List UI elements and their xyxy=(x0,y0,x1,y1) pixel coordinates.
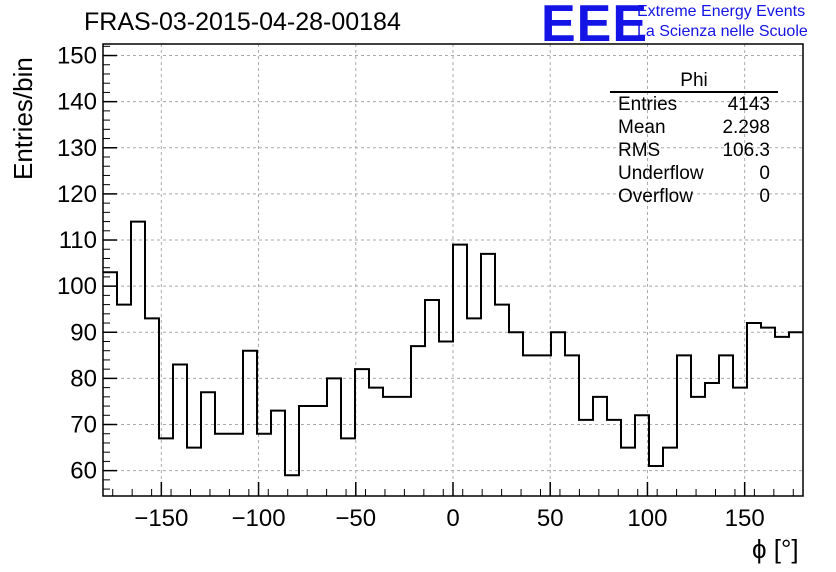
y-tick-label: 100 xyxy=(57,273,97,300)
stats-label: Entries xyxy=(618,94,678,115)
y-tick-label: 120 xyxy=(57,181,97,208)
logo-subtitle-1: Extreme Energy Events xyxy=(637,3,806,20)
y-tick-label: 130 xyxy=(57,135,97,162)
y-tick-label: 70 xyxy=(70,412,97,439)
y-tick-labels: 60 70 80 90 100 110 120 130 140 150 xyxy=(57,43,97,485)
stats-value: 0 xyxy=(759,163,770,184)
histogram-series xyxy=(103,220,803,477)
x-tick-label: 0 xyxy=(446,505,459,532)
stats-label: Overflow xyxy=(618,186,693,207)
stats-row: Mean 2.298 xyxy=(610,116,778,139)
x-tick-label: 150 xyxy=(725,505,765,532)
stats-row: RMS 106.3 xyxy=(610,139,778,162)
eee-logo: EEE xyxy=(541,0,649,53)
stats-value: 2.298 xyxy=(722,117,770,138)
axis-ticks xyxy=(103,45,794,496)
stats-row: Entries 4143 xyxy=(610,93,778,116)
y-axis-label: Entries/bin xyxy=(8,57,38,180)
stats-value: 106.3 xyxy=(722,140,770,161)
x-tick-label: −150 xyxy=(134,505,188,532)
x-tick-label: 100 xyxy=(627,505,667,532)
stats-value: 0 xyxy=(759,186,770,207)
y-tick-label: 60 xyxy=(70,458,97,485)
logo-subtitle-2: La Scienza nelle Scuole xyxy=(637,23,808,40)
stats-box: Phi Entries 4143 Mean 2.298 RMS 106.3 Under… xyxy=(610,70,778,208)
stats-title: Phi xyxy=(610,70,778,93)
x-tick-label: 50 xyxy=(537,505,564,532)
stats-row: Underflow 0 xyxy=(610,162,778,185)
stats-row: Overflow 0 xyxy=(610,185,778,208)
x-tick-labels: −150 −100 −50 0 50 100 150 xyxy=(134,505,764,532)
y-tick-label: 150 xyxy=(57,43,97,70)
y-tick-label: 80 xyxy=(70,365,97,392)
stats-label: Underflow xyxy=(618,163,704,184)
stats-label: Mean xyxy=(618,117,666,138)
x-tick-label: −100 xyxy=(232,505,286,532)
y-tick-label: 140 xyxy=(57,89,97,116)
stats-label: RMS xyxy=(618,140,661,161)
y-tick-label: 110 xyxy=(59,227,97,254)
y-tick-label: 90 xyxy=(70,319,97,346)
x-tick-label: −50 xyxy=(335,505,376,532)
stats-value: 4143 xyxy=(727,94,770,115)
x-axis-label: ϕ [°] xyxy=(752,534,799,564)
page-title: FRAS-03-2015-04-28-00184 xyxy=(84,8,401,36)
